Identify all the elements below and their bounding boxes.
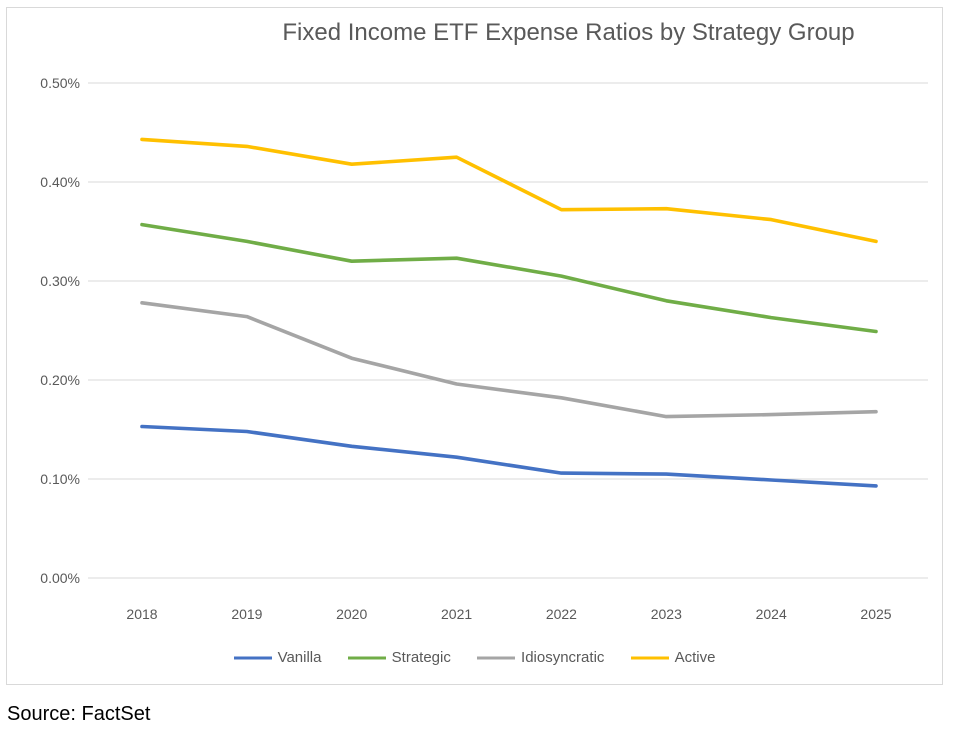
svg-text:2022: 2022 xyxy=(546,606,577,622)
svg-text:2020: 2020 xyxy=(336,606,367,622)
svg-text:0.10%: 0.10% xyxy=(40,471,80,487)
svg-text:2018: 2018 xyxy=(126,606,157,622)
svg-text:0.40%: 0.40% xyxy=(40,174,80,190)
svg-text:2025: 2025 xyxy=(860,606,891,622)
svg-text:0.30%: 0.30% xyxy=(40,273,80,289)
svg-text:0.50%: 0.50% xyxy=(40,75,80,91)
svg-text:2021: 2021 xyxy=(441,606,472,622)
svg-text:2019: 2019 xyxy=(231,606,262,622)
svg-text:2024: 2024 xyxy=(756,606,787,622)
svg-text:2023: 2023 xyxy=(651,606,682,622)
svg-text:0.00%: 0.00% xyxy=(40,570,80,586)
svg-text:0.20%: 0.20% xyxy=(40,372,80,388)
